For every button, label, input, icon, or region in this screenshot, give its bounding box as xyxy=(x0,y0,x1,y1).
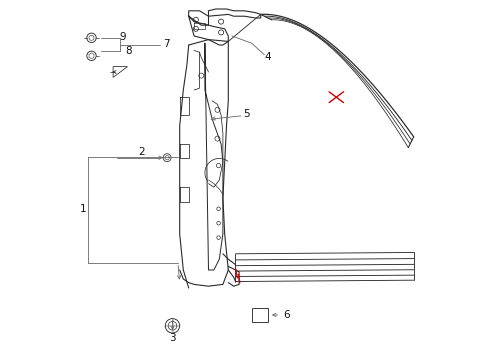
Text: 5: 5 xyxy=(243,109,249,120)
Text: 1: 1 xyxy=(80,204,86,214)
Text: 4: 4 xyxy=(264,52,271,62)
Text: 8: 8 xyxy=(125,46,132,56)
Text: 3: 3 xyxy=(169,333,176,343)
Text: 2: 2 xyxy=(138,147,145,157)
Text: 6: 6 xyxy=(283,310,289,320)
Text: 9: 9 xyxy=(119,32,126,42)
Text: 7: 7 xyxy=(163,39,169,49)
